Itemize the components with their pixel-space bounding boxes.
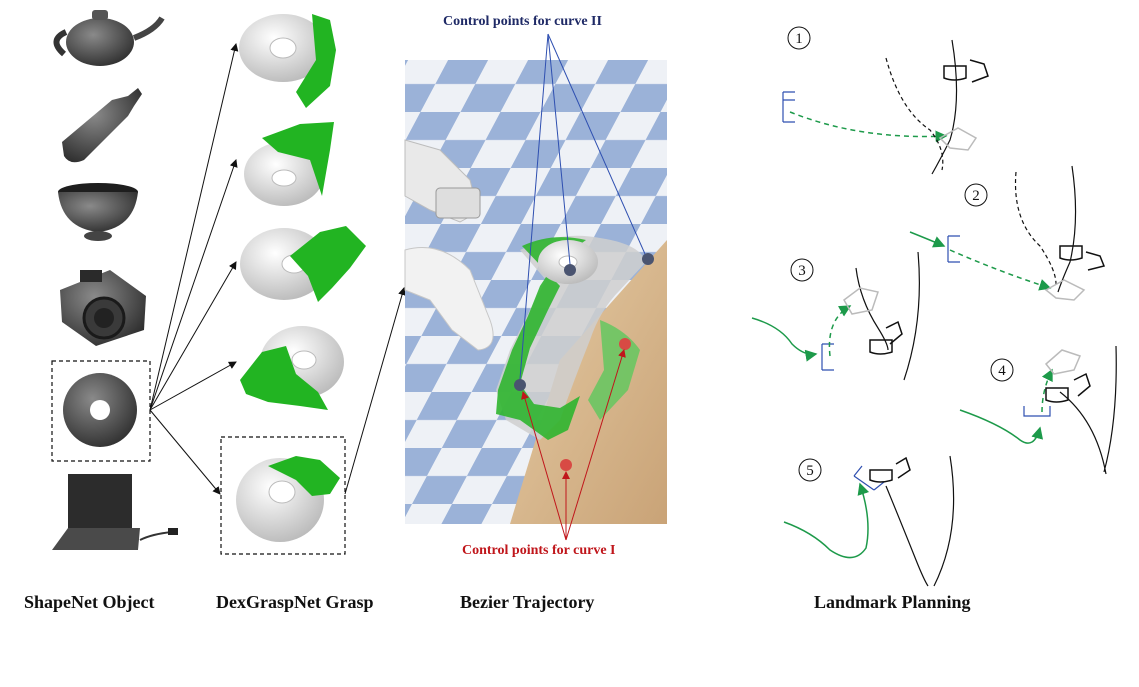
object-to-grasp-arrows xyxy=(149,43,239,495)
cup-hand-1 xyxy=(943,59,989,83)
curve1-annotation: Control points for curve I xyxy=(462,543,616,558)
grasp-2 xyxy=(244,122,334,206)
camera-icon xyxy=(60,270,146,346)
landmark-planning: 1 2 3 xyxy=(751,26,1117,587)
ghost-hand-3 xyxy=(843,287,879,315)
selected-object-box xyxy=(51,360,151,462)
ghost-hand-2 xyxy=(1044,279,1086,301)
control-point-ii-b xyxy=(642,253,654,265)
grasp-3 xyxy=(240,226,366,302)
caption-bezier: Bezier Trajectory xyxy=(460,592,595,612)
cup-hand-2 xyxy=(1059,245,1106,271)
caption-landmark: Landmark Planning xyxy=(814,592,971,612)
control-point-ii-c xyxy=(514,379,526,391)
laptop-icon xyxy=(52,474,178,550)
ghost-hand-1 xyxy=(938,127,978,151)
control-point-ii-a xyxy=(564,264,576,276)
robot-arm xyxy=(404,139,494,351)
step-4-label: 4 xyxy=(998,363,1006,379)
step-3-badge xyxy=(790,258,814,282)
bottle-icon xyxy=(62,88,142,163)
step-3-label: 3 xyxy=(798,263,806,279)
grasp-to-trajectory-arrow xyxy=(344,287,406,495)
control-point-i-b xyxy=(560,459,572,471)
caption-dexgrasp: DexGraspNet Grasp xyxy=(216,592,374,612)
step-5-badge xyxy=(798,458,822,482)
curve2-callout-lines xyxy=(519,33,646,380)
step-5-label: 5 xyxy=(806,463,814,479)
shapenet-column xyxy=(51,10,178,550)
step-1-label: 1 xyxy=(795,31,803,47)
step-2-label: 2 xyxy=(972,188,980,204)
step-1-badge xyxy=(787,26,811,50)
cup-hand-3 xyxy=(869,320,903,355)
bowl-icon xyxy=(58,183,138,241)
teapot-icon xyxy=(53,10,165,66)
cup-hand-4 xyxy=(1045,372,1091,403)
caption-shapenet: ShapeNet Object xyxy=(24,592,155,612)
curve1-callout-lines xyxy=(521,349,626,541)
grasp-5 xyxy=(236,456,340,542)
grasp-1 xyxy=(239,14,336,108)
step-4-badge xyxy=(990,358,1014,382)
ghost-hand-4 xyxy=(1044,349,1082,375)
trajectory-render xyxy=(404,60,667,524)
grasp-4 xyxy=(240,326,344,410)
grasp-column xyxy=(220,14,366,555)
cup-hand-5 xyxy=(869,456,911,483)
control-point-i-a xyxy=(619,338,631,350)
selected-grasp-box xyxy=(220,436,346,555)
torus-icon xyxy=(63,373,137,447)
step-2-badge xyxy=(964,183,988,207)
curve2-annotation: Control points for curve II xyxy=(443,14,602,29)
